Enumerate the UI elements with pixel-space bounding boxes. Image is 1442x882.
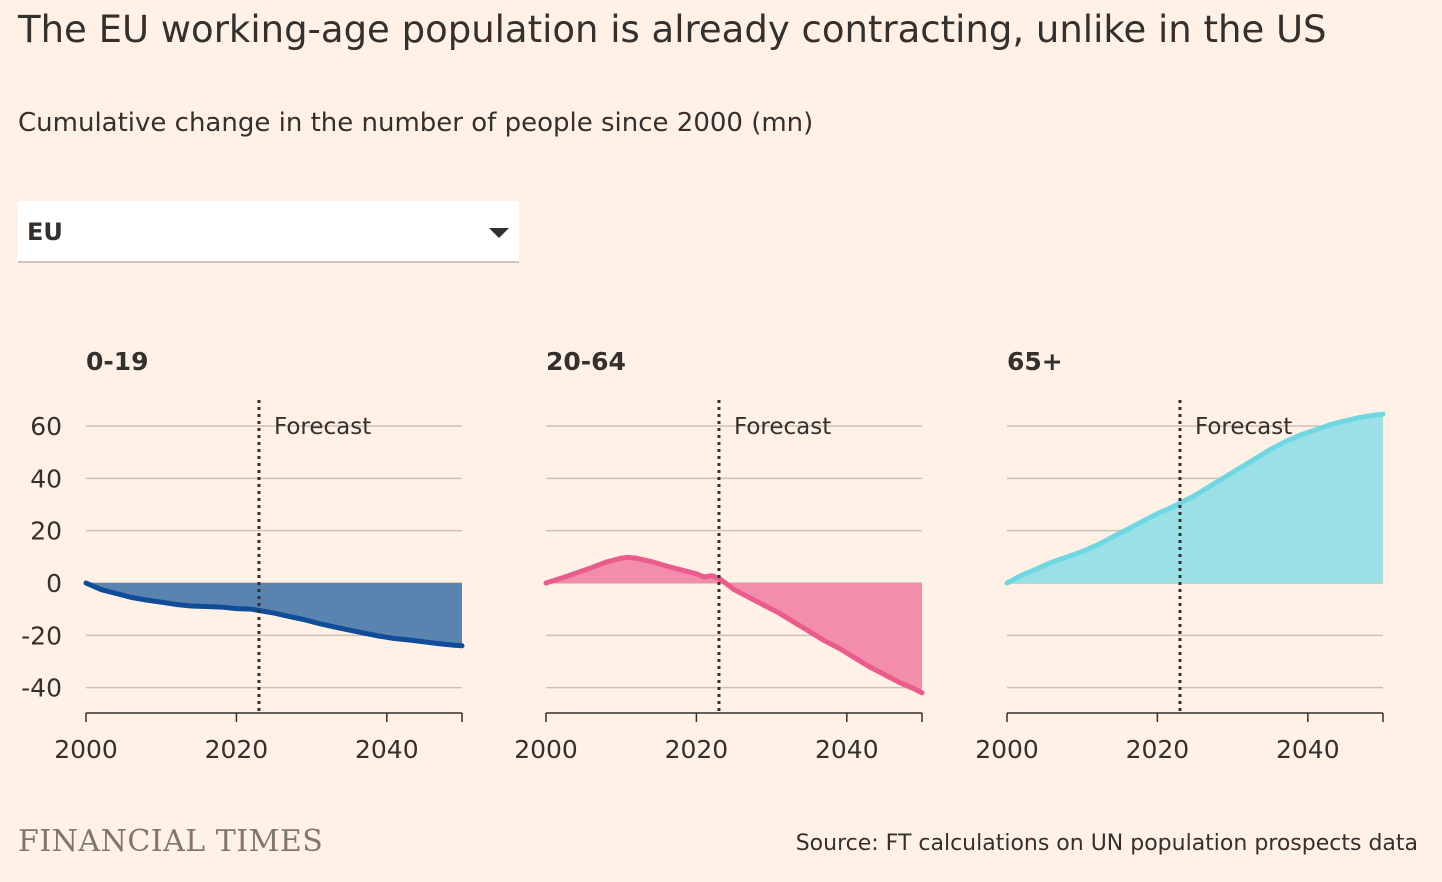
forecast-label: Forecast	[1195, 414, 1292, 440]
region-select-value: EU	[27, 218, 63, 246]
x-tick-label: 2000	[514, 735, 578, 764]
y-tick-label: -40	[21, 674, 62, 703]
x-tick-label: 2020	[205, 735, 269, 764]
panel-title-20-64: 20-64	[546, 347, 626, 376]
area-fill-65-plus	[1007, 414, 1383, 583]
chevron-down-icon[interactable]	[489, 228, 509, 238]
y-tick-label: 20	[30, 517, 62, 546]
source-note: Source: FT calculations on UN population…	[795, 831, 1418, 856]
series-line-0-19	[83, 580, 465, 649]
ft-logo: FINANCIAL TIMES	[18, 824, 324, 859]
region-select[interactable]: EU	[18, 201, 519, 263]
series-line-65-plus	[1004, 411, 1386, 586]
x-tick-label: 2000	[975, 735, 1039, 764]
y-tick-label: 0	[46, 569, 62, 598]
x-tick-label: 2020	[1126, 735, 1190, 764]
x-tick-label: 2040	[1276, 735, 1340, 764]
y-tick-label: 40	[30, 464, 62, 493]
y-tick-label: -20	[21, 621, 62, 650]
x-tick-label: 2040	[815, 735, 879, 764]
panel-title-0-19: 0-19	[86, 347, 149, 376]
area-fill-0-19	[86, 583, 462, 646]
x-tick-label: 2020	[665, 735, 729, 764]
panel-title-65-plus: 65+	[1007, 347, 1063, 376]
area-fill-20-64	[546, 557, 922, 693]
forecast-label: Forecast	[734, 414, 831, 440]
x-tick-label: 2040	[355, 735, 419, 764]
chart-subtitle: Cumulative change in the number of peopl…	[18, 108, 814, 138]
forecast-label: Forecast	[274, 414, 371, 440]
y-tick-label: 60	[30, 412, 62, 441]
series-line-20-64	[543, 554, 925, 696]
x-tick-label: 2000	[54, 735, 118, 764]
chart-title: The EU working-age population is already…	[18, 8, 1327, 51]
